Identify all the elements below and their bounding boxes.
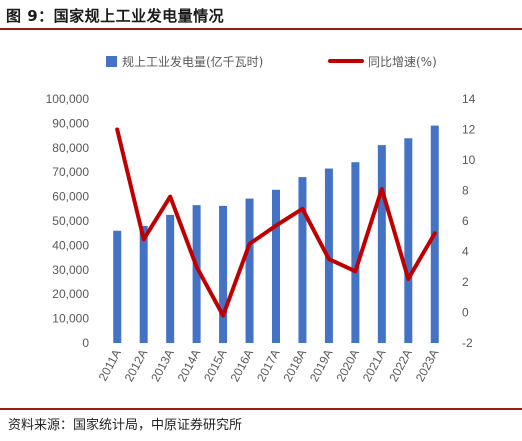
category-label: 2017A [254, 347, 283, 384]
bar [166, 214, 175, 343]
right-tick-label: 0 [462, 306, 469, 320]
right-tick-label: 14 [462, 92, 476, 106]
right-tick-label: 8 [462, 184, 469, 198]
right-tick-label: -2 [462, 336, 473, 350]
growth-line [115, 127, 437, 318]
left-tick-label: 90,000 [52, 116, 89, 130]
right-tick-label: 2 [462, 275, 469, 289]
left-tick-label: 100,000 [46, 92, 90, 106]
category-label: 2020A [333, 347, 362, 384]
source-note: 资料来源：国家统计局，中原证券研究所 [8, 418, 243, 433]
right-tick-label: 6 [462, 214, 469, 228]
bar [377, 145, 386, 343]
category-label: 2018A [280, 347, 309, 384]
left-tick-label: 50,000 [52, 214, 89, 228]
category-label: 2022A [386, 347, 415, 384]
right-axis: -2 0 2 4 6 8 10 12 14 [462, 92, 476, 350]
legend-bar-swatch [106, 56, 117, 67]
left-tick-label: 0 [82, 336, 89, 350]
left-tick-label: 20,000 [52, 287, 89, 301]
bar [219, 205, 228, 343]
legend: 规上工业发电量(亿千瓦时) 同比增速(%) [106, 54, 437, 69]
bar-series [113, 125, 439, 343]
category-label: 2012A [122, 347, 151, 384]
category-label: 2019A [307, 347, 336, 384]
x-axis: 2011A2012A2013A2014A2015A2016A2017A2018A… [96, 347, 442, 384]
bar [192, 205, 201, 343]
bar [404, 138, 413, 343]
bar [272, 189, 280, 343]
bar [139, 225, 148, 343]
right-tick-label: 12 [462, 123, 476, 137]
figure-title: 图 9：国家规上工业发电量情况 [6, 7, 225, 25]
category-label: 2011A [96, 347, 124, 383]
left-tick-label: 80,000 [52, 141, 89, 155]
category-label: 2015A [201, 347, 230, 384]
left-tick-label: 10,000 [52, 312, 89, 326]
footer-rule [0, 408, 522, 410]
bar [298, 177, 307, 343]
legend-bar-label: 规上工业发电量(亿千瓦时) [122, 54, 263, 69]
category-label: 2016A [228, 347, 257, 384]
line-series [115, 127, 437, 318]
right-tick-label: 10 [462, 153, 476, 167]
legend-line-label: 同比增速(%) [368, 55, 437, 69]
bar [113, 230, 122, 343]
left-tick-label: 40,000 [52, 238, 89, 252]
right-tick-label: 4 [462, 245, 469, 259]
left-tick-label: 30,000 [52, 263, 89, 277]
bar [351, 162, 360, 343]
left-tick-label: 70,000 [52, 165, 89, 179]
left-tick-label: 60,000 [52, 190, 89, 204]
category-label: 2014A [175, 347, 204, 384]
left-axis: 0 10,000 20,000 30,000 40,000 50,000 60,000 70,… [46, 92, 90, 350]
category-label: 2021A [360, 347, 389, 384]
title-rule [0, 28, 522, 30]
category-label: 2013A [148, 347, 177, 384]
bar [245, 198, 254, 343]
category-label: 2023A [413, 347, 442, 384]
